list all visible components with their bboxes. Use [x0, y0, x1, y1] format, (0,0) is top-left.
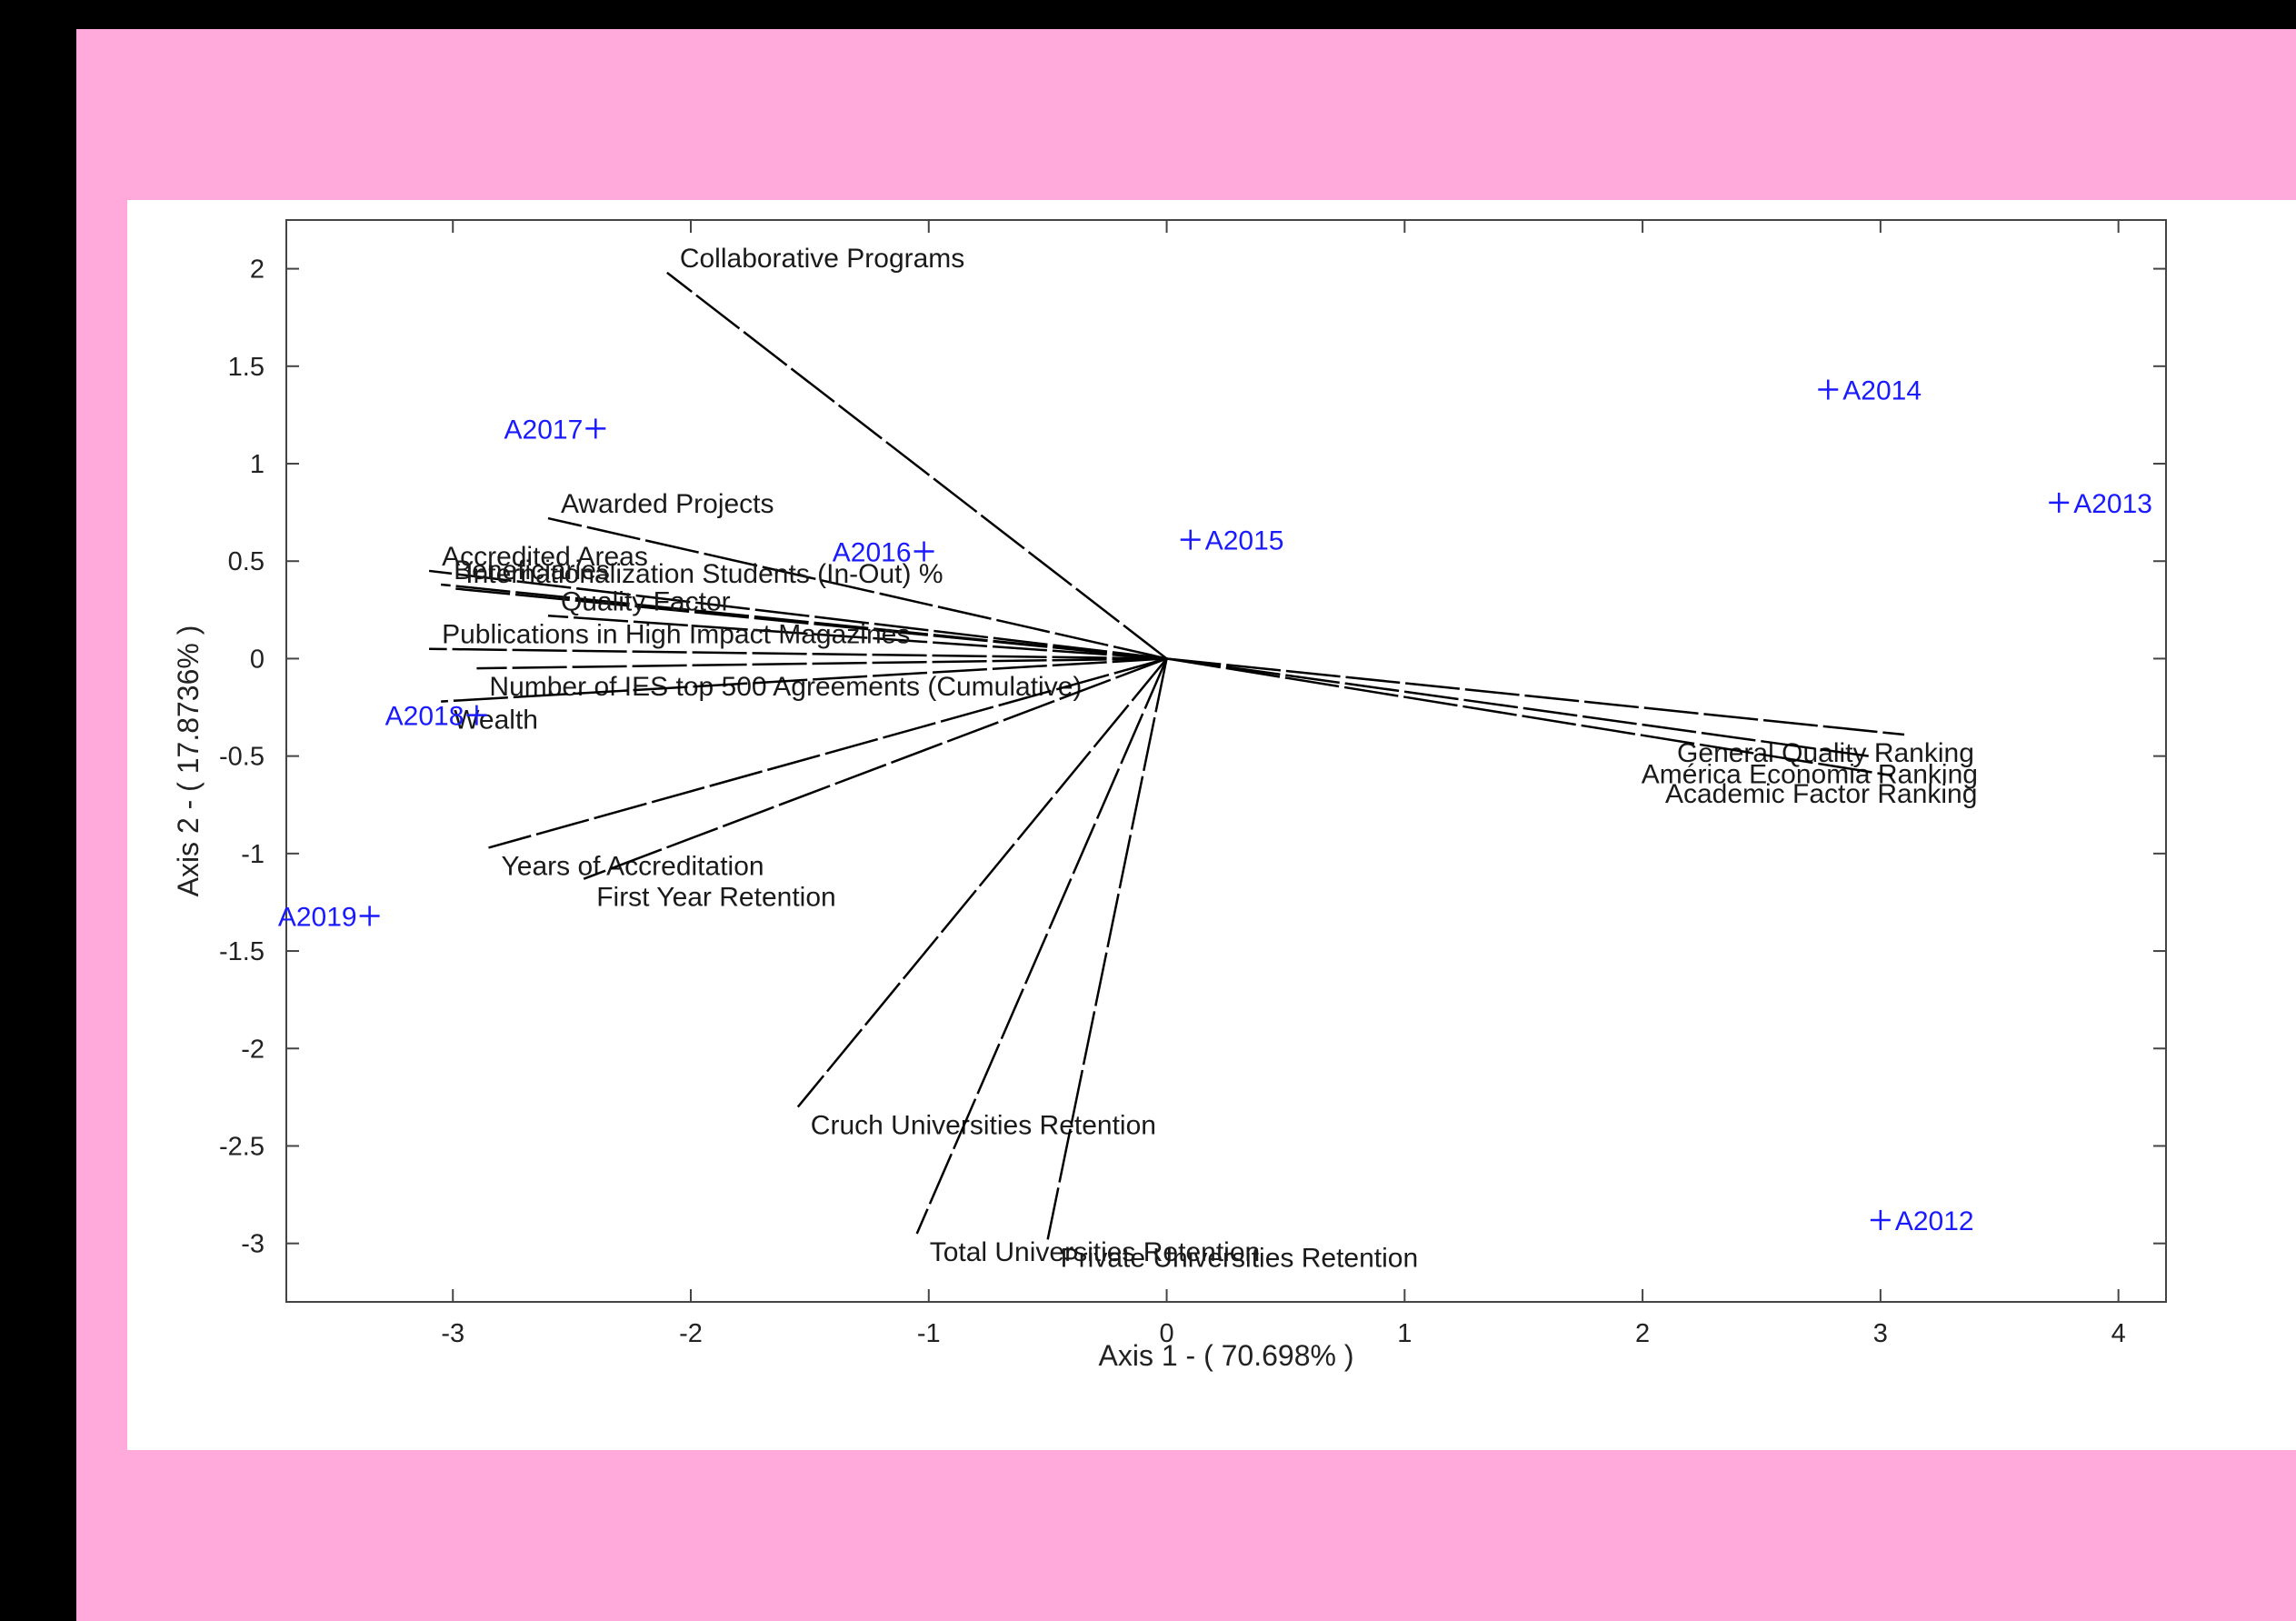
x-tick-label: 3	[1873, 1319, 1888, 1348]
y-tick-label: -2.5	[219, 1132, 265, 1161]
x-tick-label: 1	[1397, 1319, 1412, 1348]
variable-vector	[1166, 657, 1869, 757]
variable-vector	[666, 271, 1168, 660]
variable-vector	[796, 657, 1168, 1108]
y-axis-title: Axis 2 - ( 17.8736% )	[172, 625, 205, 897]
x-tick-label: -3	[441, 1319, 464, 1348]
variable-label: Number of IES top 500 Agreements (Cumula…	[489, 672, 1082, 702]
variable-vector	[429, 647, 1167, 660]
variable-label: América Economia Ranking	[1642, 760, 1978, 790]
observation-label: A2014	[1842, 376, 1922, 406]
variable-vector	[1046, 658, 1168, 1240]
y-axis-ticks: 2 1.5 1 0.5 0 -0.5 -1 -1.5 -2 -2.5 -3	[219, 255, 2166, 1259]
variable-vector	[488, 657, 1167, 849]
variable-vector	[547, 615, 1167, 660]
x-axis-ticks: -3 -2 -1 0 1 2 3 4	[441, 220, 2126, 1348]
y-tick-label: 0.5	[228, 547, 265, 576]
variable-vector	[428, 569, 1167, 660]
variable-label: Years of Accreditation	[502, 851, 764, 881]
x-tick-label: 4	[2111, 1319, 2126, 1348]
variable-label: Quality Factor	[561, 586, 731, 616]
observation-label: A2015	[1205, 526, 1284, 556]
observation-label: A2016	[833, 538, 912, 568]
variable-label: Internationalization Students (In-Out) %	[465, 559, 943, 589]
x-axis-title: Axis 1 - ( 70.698% )	[1099, 1339, 1354, 1372]
x-tick-label: -1	[917, 1319, 941, 1348]
y-tick-label: 2	[250, 255, 265, 285]
observation-label: A2013	[2073, 489, 2152, 519]
variable-label: Collaborative Programs	[680, 244, 964, 274]
observation-label: A2017	[504, 415, 584, 445]
variable-label: Accredited Areas	[442, 542, 648, 572]
variable-vector	[583, 657, 1167, 880]
variable-vector	[915, 657, 1168, 1235]
observation-label: A2012	[1895, 1206, 1974, 1236]
variable-label: Total Universities Retention	[930, 1237, 1261, 1267]
y-tick-label: 1	[250, 450, 265, 479]
observation-points: A2012 A2013 A2014 A2015 A2016 A2017 A2018 A2019	[278, 376, 2152, 1236]
biplot-chart: -3 -2 -1 0 1 2 3 4 2 1.5 1 0.5 0 -0.5 -1 -1.5 -2 -2.5 -3 …	[172, 219, 2167, 1372]
observation-label: A2018	[385, 702, 464, 732]
y-tick-label: -2	[241, 1035, 265, 1064]
variable-label: First Year Retention	[596, 883, 835, 913]
y-tick-label: -3	[241, 1230, 265, 1259]
variable-vectors: Collaborative Programs Awarded Projects Ac…	[428, 244, 1978, 1273]
variable-vector	[1166, 657, 1893, 777]
pink-frame: -3 -2 -1 0 1 2 3 4 2 1.5 1 0.5 0 -0.5 -1 -1.5 -2 -2.5 -3 …	[76, 29, 2296, 1621]
variable-label: Private Universities Retention	[1061, 1243, 1419, 1273]
variable-vector	[476, 657, 1167, 670]
y-tick-label: 0	[250, 645, 265, 674]
variable-label: Academic Factor Ranking	[1665, 779, 1977, 809]
x-tick-label: 0	[1159, 1319, 1173, 1348]
observation-label: A2019	[278, 902, 357, 932]
variable-label: General Quality Ranking	[1677, 738, 1974, 768]
variable-label: Awarded Projects	[561, 489, 774, 519]
y-tick-label: -0.5	[219, 743, 265, 772]
y-tick-label: 1.5	[228, 353, 265, 382]
variable-vector	[441, 657, 1167, 703]
variable-label: Wealth	[454, 705, 538, 735]
y-tick-label: -1	[241, 840, 265, 869]
plot-area-box	[285, 219, 2167, 1303]
variable-vector	[547, 516, 1167, 660]
variable-label: Cruch Universities Retention	[811, 1111, 1156, 1141]
x-tick-label: 2	[1635, 1319, 1650, 1348]
plot-card: -3 -2 -1 0 1 2 3 4 2 1.5 1 0.5 0 -0.5 -1 -1.5 -2 -2.5 -3 …	[127, 200, 2296, 1450]
variable-label: Beneficiaries	[454, 555, 610, 585]
y-tick-label: -1.5	[219, 937, 265, 966]
variable-label: Publications in High Impact Magazines	[442, 620, 910, 650]
variable-vector	[1166, 657, 1905, 736]
x-tick-label: -2	[679, 1319, 703, 1348]
